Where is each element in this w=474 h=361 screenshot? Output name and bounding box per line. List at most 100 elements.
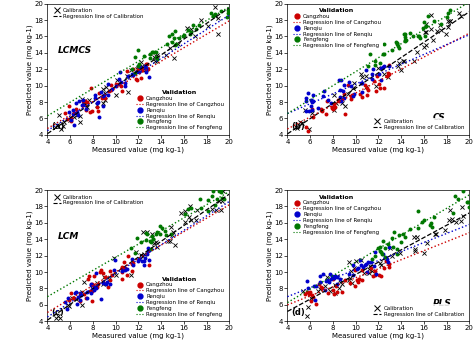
Point xyxy=(147,246,155,252)
Point xyxy=(218,8,225,14)
Point xyxy=(458,204,465,210)
Point xyxy=(94,284,101,290)
Point xyxy=(79,103,87,108)
Point xyxy=(369,71,376,77)
Point xyxy=(83,289,91,295)
Point xyxy=(182,208,189,214)
Y-axis label: Predicted value (mg kg-1): Predicted value (mg kg-1) xyxy=(27,24,33,114)
Point xyxy=(144,248,152,254)
Point xyxy=(305,126,313,132)
Point xyxy=(128,269,136,274)
Point xyxy=(397,239,405,244)
Point xyxy=(371,272,379,278)
Point xyxy=(127,68,135,73)
Point xyxy=(135,64,142,70)
Point xyxy=(80,98,87,104)
Point xyxy=(152,53,159,59)
Point xyxy=(81,101,88,107)
Point xyxy=(396,250,403,256)
Point xyxy=(422,21,430,27)
Point xyxy=(376,260,383,265)
Point xyxy=(106,277,113,283)
Point xyxy=(305,108,313,114)
Point xyxy=(118,269,126,275)
Point xyxy=(438,21,445,27)
Point xyxy=(70,295,77,301)
Point xyxy=(109,272,116,278)
Point xyxy=(418,219,426,225)
Point xyxy=(330,101,338,107)
Point xyxy=(89,108,96,113)
Point xyxy=(329,274,337,280)
Point xyxy=(213,196,220,201)
Point xyxy=(394,43,401,49)
Point xyxy=(143,66,150,72)
Point xyxy=(89,285,96,291)
Point xyxy=(91,92,99,98)
Point xyxy=(379,64,386,70)
Point xyxy=(350,272,357,278)
Point xyxy=(411,246,419,252)
Point xyxy=(71,295,78,301)
Point xyxy=(380,41,388,47)
Point xyxy=(445,217,453,223)
Point xyxy=(380,238,387,243)
Point xyxy=(376,244,384,249)
Point xyxy=(384,74,392,80)
Point xyxy=(144,61,151,66)
Point xyxy=(377,249,385,255)
Point xyxy=(153,239,160,245)
Point xyxy=(328,104,336,109)
Point xyxy=(96,269,103,275)
Point xyxy=(129,66,137,72)
Point xyxy=(186,31,194,37)
Point xyxy=(377,273,385,279)
Point xyxy=(377,77,385,83)
Point xyxy=(143,229,150,235)
Point xyxy=(208,206,216,212)
Point xyxy=(73,112,81,117)
Point xyxy=(166,238,173,244)
Point xyxy=(187,205,195,211)
Point xyxy=(123,272,131,278)
Point xyxy=(407,30,414,36)
Point xyxy=(371,253,378,259)
Text: (c): (c) xyxy=(51,308,64,317)
Point xyxy=(81,98,89,104)
Point xyxy=(305,285,312,291)
Point xyxy=(124,89,132,95)
Point xyxy=(99,95,106,101)
Point xyxy=(74,112,82,118)
Point xyxy=(144,66,152,72)
Point xyxy=(323,274,331,280)
Point xyxy=(401,38,409,43)
Point xyxy=(301,108,309,113)
Point xyxy=(358,80,365,86)
Point xyxy=(83,104,91,110)
X-axis label: Measured value (mg kg-1): Measured value (mg kg-1) xyxy=(332,333,424,339)
Point xyxy=(356,91,364,97)
Point xyxy=(309,92,317,98)
Point xyxy=(463,199,471,205)
Point xyxy=(89,298,96,304)
Point xyxy=(134,67,141,73)
Point xyxy=(162,52,170,58)
Point xyxy=(335,98,342,104)
Point xyxy=(361,262,369,268)
Point xyxy=(217,187,225,193)
Point xyxy=(131,54,139,60)
Point xyxy=(120,260,128,265)
Point xyxy=(413,235,421,240)
Point xyxy=(209,13,216,19)
Point xyxy=(437,22,444,28)
Point xyxy=(322,111,329,117)
Point xyxy=(399,58,407,64)
Point xyxy=(93,280,101,286)
Point xyxy=(82,106,90,112)
Point xyxy=(386,244,393,250)
Point xyxy=(143,251,151,257)
Point xyxy=(425,13,432,19)
Point xyxy=(355,265,362,271)
Point xyxy=(339,88,346,94)
Point xyxy=(93,100,100,106)
